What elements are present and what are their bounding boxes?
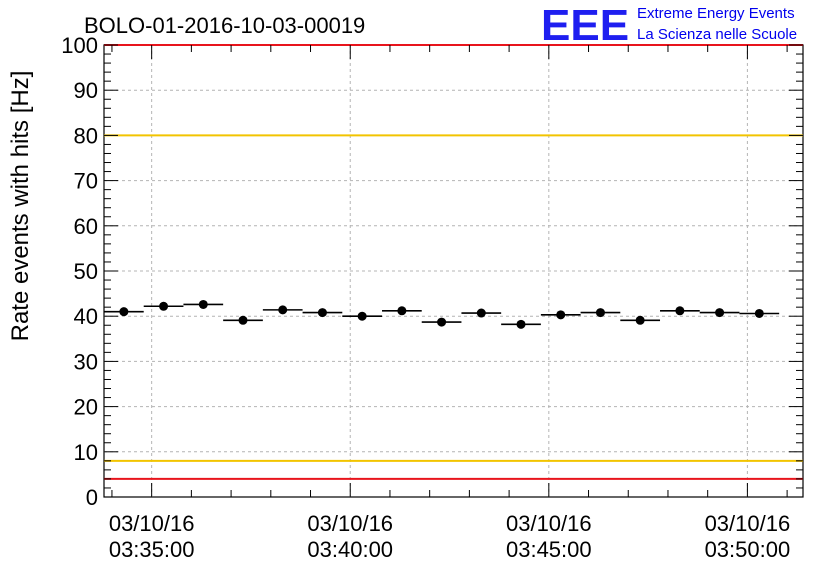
grid-lines <box>104 45 803 497</box>
logo-acronym: EEE <box>541 1 629 50</box>
data-point <box>357 311 367 321</box>
data-point <box>397 306 407 316</box>
y-axis-label: Rate events with hits [Hz] <box>7 71 34 342</box>
chart-title: BOLO-01-2016-10-03-00019 <box>84 13 365 38</box>
data-point <box>198 299 208 309</box>
x-tick-time: 03:45:00 <box>506 537 592 562</box>
y-tick-label: 20 <box>74 395 98 420</box>
y-tick-label: 10 <box>74 440 98 465</box>
data-point <box>635 315 645 325</box>
data-point <box>317 308 327 318</box>
data-point <box>516 319 526 329</box>
data-point <box>476 308 486 318</box>
x-tick-time: 03:40:00 <box>307 537 393 562</box>
y-tick-label: 70 <box>74 169 98 194</box>
x-tick-date: 03/10/16 <box>109 511 195 536</box>
x-tick-labels: 03/10/1603:35:0003/10/1603:40:0003/10/16… <box>109 511 790 562</box>
data-point <box>159 301 169 311</box>
data-point <box>675 306 685 316</box>
data-point <box>278 305 288 315</box>
y-tick-label: 60 <box>74 214 98 239</box>
y-tick-label: 100 <box>61 33 98 58</box>
y-tick-label: 40 <box>74 304 98 329</box>
x-tick-date: 03/10/16 <box>506 511 592 536</box>
y-tick-labels: 0 10 20 30 40 50 60 70 80 90 100 <box>61 33 98 510</box>
y-tick-label: 30 <box>74 349 98 374</box>
data-points <box>104 299 780 329</box>
y-tick-label: 50 <box>74 259 98 284</box>
data-point <box>754 308 764 318</box>
data-point <box>238 315 248 325</box>
data-point <box>715 308 725 318</box>
x-tick-time: 03:35:00 <box>109 537 195 562</box>
data-point <box>595 308 605 318</box>
logo-line-2: La Scienza nelle Scuole <box>637 26 797 43</box>
data-point <box>119 307 129 317</box>
data-point <box>437 317 447 327</box>
x-tick-date: 03/10/16 <box>705 511 791 536</box>
y-tick-label: 0 <box>86 485 98 510</box>
reference-lines <box>104 44 803 480</box>
y-tick-label: 90 <box>74 78 98 103</box>
eee-logo: EEE Extreme Energy Events La Scienza nel… <box>541 1 797 50</box>
axis-ticks <box>104 44 803 498</box>
y-tick-label: 80 <box>74 123 98 148</box>
data-point <box>556 310 566 320</box>
x-tick-time: 03:50:00 <box>705 537 791 562</box>
logo-line-1: Extreme Energy Events <box>637 5 795 22</box>
x-tick-date: 03/10/16 <box>307 511 393 536</box>
